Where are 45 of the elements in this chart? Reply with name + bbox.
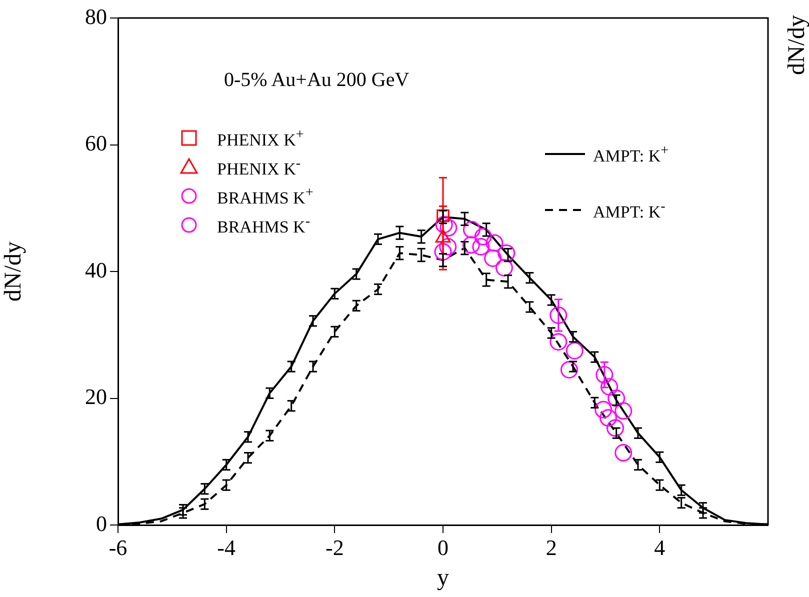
point: [596, 366, 614, 384]
y-tick-label: 0: [96, 510, 107, 536]
point: [560, 360, 578, 378]
point: [594, 400, 612, 418]
point: [472, 238, 490, 256]
y-tick-label: 60: [85, 130, 107, 156]
point: [439, 238, 457, 256]
point: [495, 258, 513, 276]
point: [600, 378, 618, 396]
point: [606, 419, 624, 437]
y-tick-label: 80: [85, 4, 107, 29]
point: [484, 249, 502, 267]
point: [550, 333, 568, 351]
point: [462, 236, 480, 254]
legend-label: PHENIX K$^{-}$: [217, 156, 301, 178]
point: [566, 342, 584, 360]
x-axis-title: y: [437, 564, 449, 591]
point: [614, 402, 632, 420]
legend-label: AMPT: K$^{+}$: [593, 142, 669, 166]
point: [550, 306, 568, 324]
x-tick-label: 2: [546, 534, 557, 560]
point: [462, 220, 480, 238]
point: [440, 219, 458, 237]
x-tick-label: -4: [217, 534, 236, 560]
point: [486, 234, 504, 252]
annotation: 0-5% Au+Au 200 GeV: [224, 69, 410, 91]
x-tick-label: 4: [654, 534, 666, 560]
x-tick-label: -6: [108, 534, 128, 560]
point: [434, 243, 452, 261]
x-tick-label: 0: [438, 534, 448, 560]
point: [614, 444, 632, 462]
legend-label: BRAHMS K$^{-}$: [217, 214, 310, 236]
point: [435, 216, 453, 234]
legend-label: AMPT: K$^{-}$: [593, 198, 666, 222]
x-tick-label: -2: [326, 534, 344, 560]
point: [474, 228, 492, 246]
point: [608, 390, 626, 407]
y2-axis-title: dN/dy: [784, 15, 809, 75]
legend-label: BRAHMS K$^{+}$: [217, 184, 314, 208]
point: [498, 244, 516, 262]
legend-label: PHENIX K$^{+}$: [217, 126, 304, 150]
y-axis-title: dN/dy: [0, 242, 27, 302]
point: [599, 409, 617, 427]
y-tick-label: 40: [85, 257, 107, 282]
y-tick-label: 20: [85, 384, 107, 410]
